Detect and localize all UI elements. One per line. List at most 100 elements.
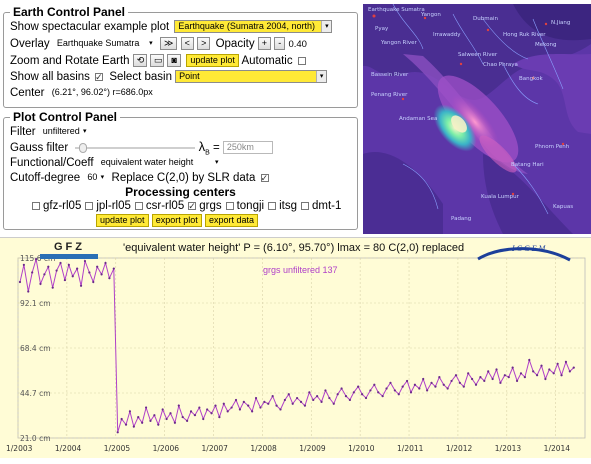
data-point bbox=[397, 393, 400, 396]
map-label: Padang bbox=[451, 216, 472, 222]
data-point bbox=[299, 400, 303, 403]
overlay-select[interactable]: Earthquake Sumatra ▾ bbox=[52, 37, 157, 51]
center-checkbox-grgs[interactable] bbox=[188, 199, 197, 213]
x-tick-label: 1/2007 bbox=[202, 444, 229, 453]
example-select-value: Earthquake (Sumatra 2004, north) bbox=[178, 21, 315, 32]
data-point bbox=[352, 391, 355, 394]
chevron-down-icon: ▾ bbox=[316, 71, 327, 83]
opacity-label: Opacity bbox=[215, 38, 255, 50]
data-point bbox=[83, 259, 87, 263]
center-checkbox-jpl-rl05[interactable] bbox=[85, 201, 94, 210]
data-point bbox=[348, 398, 351, 402]
data-point bbox=[535, 374, 539, 377]
data-point bbox=[499, 381, 502, 384]
data-point bbox=[242, 400, 245, 403]
data-point bbox=[519, 372, 523, 375]
gauss-field[interactable]: 250km bbox=[222, 141, 273, 155]
data-point bbox=[405, 379, 409, 383]
map-label: Bassein River bbox=[371, 72, 409, 78]
map-label: Penang River bbox=[371, 92, 408, 98]
center-checkbox-csr-rl05[interactable] bbox=[134, 201, 143, 210]
center-label: Center bbox=[10, 87, 45, 99]
data-point bbox=[572, 366, 575, 369]
example-select[interactable]: Earthquake (Sumatra 2004, north) ▾ bbox=[174, 20, 333, 34]
map-label: Andaman Sea bbox=[399, 116, 438, 122]
data-point bbox=[116, 431, 119, 434]
data-point bbox=[413, 383, 416, 386]
automatic-checkbox[interactable] bbox=[297, 56, 306, 65]
map-label: Phnom Penh bbox=[535, 144, 570, 150]
cutoff-select-value: 60 bbox=[87, 172, 98, 183]
data-point bbox=[144, 406, 148, 409]
chart-grid bbox=[17, 257, 586, 439]
earth-map-view[interactable]: Earthquake Sumatra Yangon Dubmain N.Jian… bbox=[363, 4, 591, 234]
functional-select-value: equivalent water height bbox=[100, 157, 194, 168]
gauss-slider-handle[interactable] bbox=[79, 142, 88, 153]
map-label: N.Jiang bbox=[551, 20, 571, 26]
show-basins-checkbox[interactable] bbox=[95, 70, 104, 84]
time-series-chart: 115.6 cm 92.1 cm 68.4 cm 44.7 cm 21.0 cm 1/2… bbox=[6, 241, 586, 453]
data-point bbox=[157, 423, 160, 426]
center-label-csr-rl05: csr-rl05 bbox=[145, 200, 185, 212]
cutoff-row: Cutoff-degree 60 ▾ Replace C(2,0) by SLR… bbox=[10, 171, 272, 185]
chevron-down-icon: ▾ bbox=[79, 126, 90, 138]
data-point bbox=[141, 421, 144, 424]
opacity-minus-button[interactable]: - bbox=[274, 37, 286, 51]
data-point bbox=[487, 370, 490, 373]
data-point bbox=[340, 387, 343, 390]
filter-select[interactable]: unfiltered ▾ bbox=[38, 125, 91, 139]
automatic-label: Automatic bbox=[241, 55, 293, 67]
cutoff-select[interactable]: 60 ▾ bbox=[83, 171, 109, 185]
export-plot-button[interactable]: export plot bbox=[151, 214, 202, 228]
data-point bbox=[369, 389, 372, 392]
data-point bbox=[47, 265, 50, 268]
data-point bbox=[426, 389, 429, 392]
map-label: Yangon River bbox=[381, 40, 417, 46]
center-label-grgs: grgs bbox=[199, 200, 222, 212]
center-checkbox-itsg[interactable] bbox=[268, 201, 277, 210]
data-point bbox=[181, 415, 184, 419]
time-series-plot: 115.6 cm 92.1 cm 68.4 cm 44.7 cm 21.0 cm 1/2… bbox=[0, 237, 591, 458]
data-point bbox=[124, 423, 128, 426]
center-checkbox-gfz-rl05[interactable] bbox=[32, 201, 40, 210]
export-data-button[interactable]: export data bbox=[204, 214, 259, 228]
overlay-first-button[interactable]: ≫ bbox=[160, 37, 178, 51]
center-field[interactable]: (6.21°, 96.02°) r=686.0px bbox=[47, 86, 259, 100]
camera-icon[interactable]: ◙ bbox=[167, 54, 182, 68]
data-point bbox=[507, 376, 510, 379]
data-point bbox=[532, 370, 535, 373]
data-point bbox=[474, 383, 478, 386]
zoom-out-icon[interactable]: ▭ bbox=[149, 54, 164, 68]
data-point bbox=[189, 410, 193, 413]
gfz-logo-text: GFZ bbox=[54, 241, 85, 253]
plot-control-panel-legend: Plot Control Panel bbox=[10, 110, 121, 124]
opacity-plus-button[interactable]: + bbox=[257, 37, 272, 51]
map-label: Batang Hari bbox=[511, 162, 544, 168]
lambda-glyph: λ bbox=[198, 139, 206, 154]
data-point bbox=[283, 398, 286, 402]
data-point bbox=[206, 408, 209, 411]
cutoff-label: Cutoff-degree bbox=[10, 172, 81, 184]
x-tick-label: 1/2004 bbox=[55, 444, 82, 453]
data-point bbox=[67, 263, 70, 266]
replace-checkbox[interactable] bbox=[260, 171, 269, 185]
rotate-icon[interactable]: ⟲ bbox=[132, 54, 147, 68]
icgem-logo-arc bbox=[477, 247, 571, 262]
center-checkbox-dmt-1[interactable] bbox=[301, 201, 309, 210]
earth-update-plot-button[interactable]: update plot bbox=[186, 54, 239, 68]
map-label: Salween River bbox=[458, 52, 498, 58]
functional-select[interactable]: equivalent water height ▾ bbox=[96, 156, 223, 170]
data-point bbox=[548, 368, 551, 371]
gauss-slider[interactable] bbox=[75, 142, 196, 153]
overlay-prev-button[interactable]: < bbox=[180, 37, 194, 51]
overlay-next-button[interactable]: > bbox=[197, 37, 211, 51]
overlay-row: Overlay Earthquake Sumatra ▾ ≫ < > Opaci… bbox=[10, 37, 307, 52]
center-checkbox-tongji[interactable] bbox=[225, 201, 234, 210]
update-plot-button[interactable]: update plot bbox=[96, 214, 149, 228]
data-point bbox=[515, 379, 519, 383]
data-point bbox=[442, 383, 445, 386]
gauss-slider-track bbox=[75, 146, 196, 149]
gfz-logo-bar bbox=[40, 254, 98, 259]
basins-row: Show all basins Select basin Point ▾ bbox=[10, 70, 328, 84]
basin-select[interactable]: Point ▾ bbox=[175, 70, 328, 84]
